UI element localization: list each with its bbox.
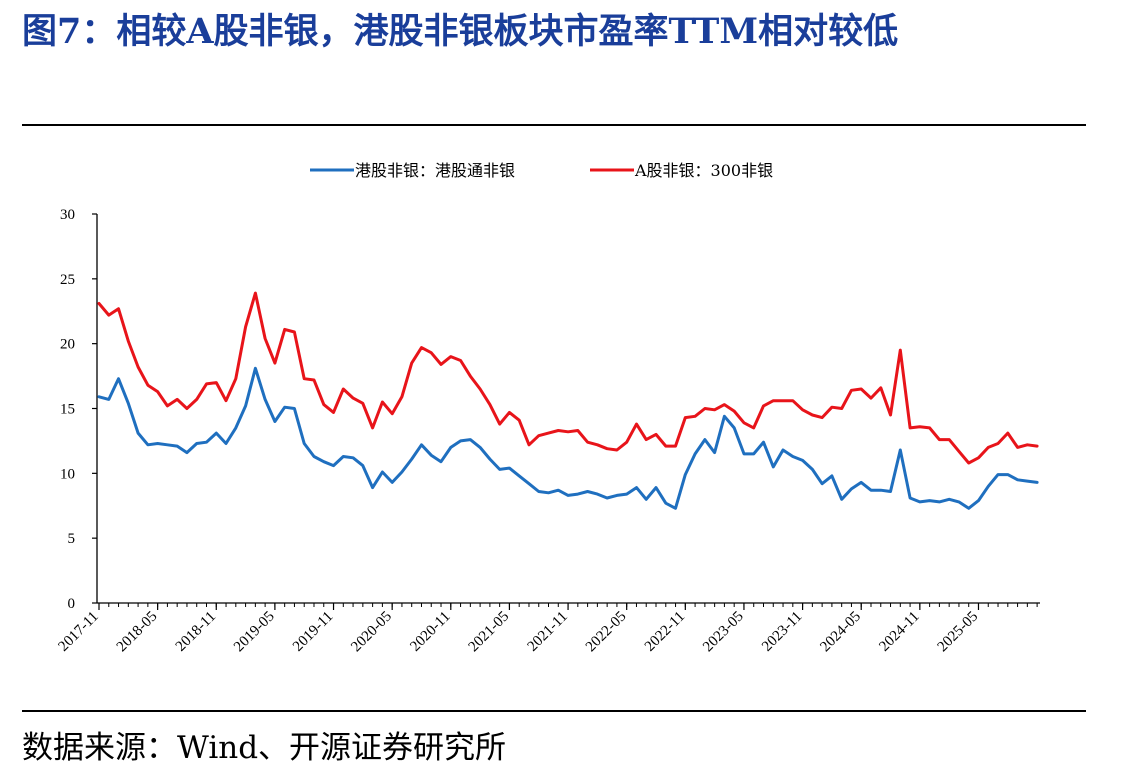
x-tick-label: 2025-05 bbox=[935, 609, 982, 656]
y-tick-label: 25 bbox=[60, 272, 75, 288]
x-tick-label: 2017-11 bbox=[56, 609, 102, 655]
x-tick-label: 2020-11 bbox=[407, 609, 453, 655]
x-tick-label: 2021-11 bbox=[525, 609, 571, 655]
x-tick-label: 2024-11 bbox=[876, 609, 922, 655]
x-tick-label: 2023-05 bbox=[700, 609, 747, 656]
figure-title: 图7：相较A股非银，港股非银板块市盈率TTM相对较低 bbox=[22, 11, 899, 52]
x-tick-label: 2022-05 bbox=[583, 609, 630, 656]
x-tick-label: 2019-11 bbox=[290, 609, 336, 655]
x-tick-label: 2018-11 bbox=[173, 609, 219, 655]
x-tick-label: 2022-11 bbox=[642, 609, 688, 655]
legend-label-1: 港股非银：港股通非银 bbox=[355, 161, 515, 180]
x-tick-label: 2021-05 bbox=[466, 609, 513, 656]
title-divider bbox=[22, 124, 1086, 126]
y-tick-label: 15 bbox=[60, 402, 75, 418]
y-tick-label: 0 bbox=[68, 596, 76, 612]
x-tick-label: 2019-05 bbox=[231, 609, 278, 656]
y-tick-label: 30 bbox=[60, 207, 75, 223]
data-source-note: 数据来源：Wind、开源证券研究所 bbox=[22, 730, 507, 766]
chart-legend: 港股非银：港股通非银 A股非银：300非银 bbox=[310, 161, 773, 180]
line-chart: 港股非银：港股通非银 A股非银：300非银 0 5 10 15 20 25 30 2017-11… bbox=[56, 161, 1040, 655]
x-tick-label: 2024-05 bbox=[817, 609, 864, 656]
chart-lines bbox=[97, 291, 1039, 510]
chart-axes: 0 5 10 15 20 25 30 2017-11 2018-05 2018-11 2019-05… bbox=[56, 207, 1040, 655]
y-tick-label: 10 bbox=[60, 466, 75, 482]
legend-label-2: A股非银：300非银 bbox=[634, 161, 773, 180]
series-line-1 bbox=[97, 366, 1039, 510]
series-line-2 bbox=[97, 291, 1039, 465]
y-tick-label: 5 bbox=[68, 531, 76, 547]
x-tick-label: 2023-11 bbox=[759, 609, 805, 655]
source-divider bbox=[22, 710, 1086, 712]
x-tick-label: 2020-05 bbox=[348, 609, 395, 656]
y-tick-label: 20 bbox=[60, 337, 75, 353]
x-tick-label: 2018-05 bbox=[114, 609, 161, 656]
